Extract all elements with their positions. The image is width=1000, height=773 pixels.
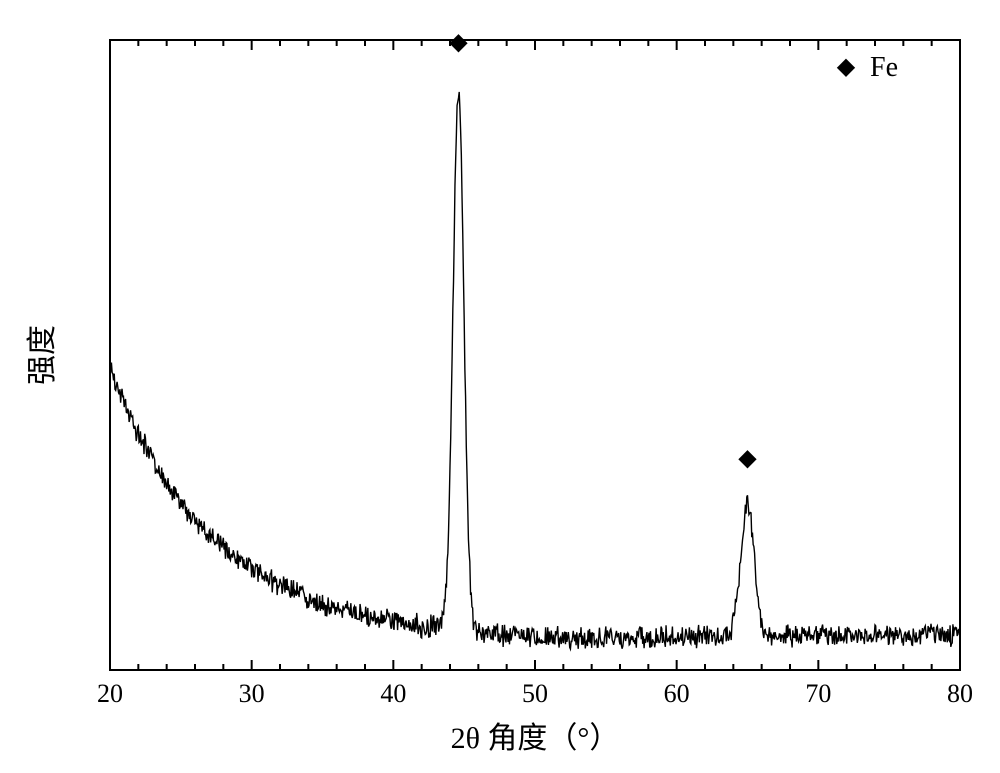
x-tick-label: 50 xyxy=(522,679,548,708)
peak-marker-icon: ◆ xyxy=(738,445,757,471)
y-axis-title: 强度 xyxy=(26,325,59,385)
x-tick-label: 80 xyxy=(947,679,973,708)
x-tick-label: 40 xyxy=(380,679,406,708)
chart-container: 20 30 40 50 60 70 80 2θ 角度（°） 强度 ◆ Fe ◆ ◆ xyxy=(0,0,1000,773)
x-axis-title: 2θ 角度（°） xyxy=(451,722,620,755)
x-tick-label: 30 xyxy=(239,679,265,708)
legend-text: Fe xyxy=(870,52,898,83)
x-tick-label: 60 xyxy=(664,679,690,708)
x-tick-label: 20 xyxy=(97,679,123,708)
xrd-chart-svg: 20 30 40 50 60 70 80 2θ 角度（°） 强度 ◆ Fe ◆ ◆ xyxy=(0,0,1000,773)
legend-marker-icon: ◆ xyxy=(837,54,856,80)
x-tick-label: 70 xyxy=(805,679,831,708)
peak-marker-icon: ◆ xyxy=(449,29,468,55)
